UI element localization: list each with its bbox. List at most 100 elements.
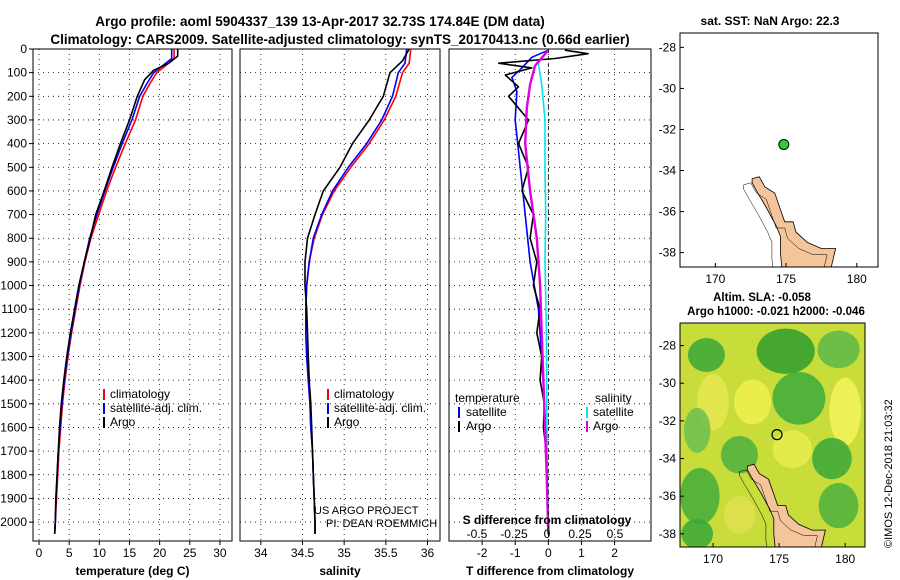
- plot-frame: [32, 48, 233, 542]
- sla-title: Altim. SLA: -0.058: [713, 292, 811, 304]
- y-tick-label: 1200: [0, 326, 27, 340]
- y-tick-label: 300: [7, 113, 27, 127]
- y-tick-label: 1700: [0, 444, 27, 458]
- sla-anomaly: [756, 328, 815, 374]
- y-tick-label: -28: [659, 40, 677, 54]
- x-tick-label: 34: [254, 546, 268, 560]
- x-axis-label: temperature (deg C): [75, 564, 189, 578]
- y-tick-label: -38: [659, 527, 677, 541]
- secondary-tick-label: -0.25: [500, 527, 528, 541]
- x-tick-label: 170: [703, 552, 723, 566]
- legend-label: satellite: [466, 405, 507, 419]
- y-tick-label: 1100: [1, 302, 27, 316]
- sla-anomaly: [680, 467, 720, 525]
- y-tick-label: -34: [659, 164, 677, 178]
- x-tick-label: 34.5: [291, 546, 315, 560]
- x-tick-label: -1: [510, 546, 521, 560]
- y-tick-label: 1000: [0, 279, 27, 293]
- y-tick-label: 1600: [0, 420, 27, 434]
- sla-anomaly: [818, 483, 859, 529]
- map-frame: [679, 322, 866, 548]
- x-tick-label: 170: [705, 272, 725, 286]
- series-line-argo: [53, 49, 179, 534]
- x-tick-label: 180: [847, 272, 867, 286]
- x-tick-label: 175: [776, 272, 796, 286]
- legend-label: satellite: [593, 405, 634, 419]
- map-content: [680, 323, 865, 547]
- x-tick-label: 30: [213, 546, 227, 560]
- y-tick-label: -30: [659, 376, 677, 390]
- sla-anomaly: [829, 377, 862, 446]
- title-line1: Argo profile: aoml 5904337_139 13-Apr-20…: [95, 14, 544, 29]
- y-tick-label: 400: [7, 137, 27, 151]
- secondary-tick-label: 0.5: [607, 527, 624, 541]
- sla-anomaly: [681, 518, 714, 547]
- sla-subtitle: Argo h1000: -0.021 h2000: -0.046: [687, 306, 865, 318]
- y-tick-label: 1300: [0, 350, 27, 364]
- map-content: [680, 33, 878, 267]
- y-tick-label: -34: [659, 452, 677, 466]
- map-title: sat. SST: NaN Argo: 22.3: [701, 14, 840, 28]
- x-tick-label: 0: [545, 546, 552, 560]
- sla-anomaly: [734, 379, 772, 425]
- x-tick-label: 2: [611, 546, 618, 560]
- x-tick-label: 15: [123, 546, 137, 560]
- x-tick-label: 35: [337, 546, 351, 560]
- legend-label: satellite-adj. clim.: [334, 401, 426, 415]
- sla-anomaly: [772, 430, 813, 468]
- y-tick-label: 1900: [0, 491, 27, 505]
- series-line-argo: [304, 48, 410, 534]
- y-tick-label: -32: [659, 414, 677, 428]
- y-tick-label: -36: [659, 205, 677, 219]
- credits-line2: PI: DEAN ROEMMICH: [326, 518, 437, 530]
- secondary-tick-label: 0.25: [568, 527, 592, 541]
- land-north-island: [747, 463, 826, 547]
- y-tick-label: 1500: [0, 397, 27, 411]
- y-tick-label: 100: [7, 66, 27, 80]
- x-tick-label: 0: [36, 546, 43, 560]
- x-axis-label: salinity: [319, 564, 361, 578]
- y-tick-label: 0: [20, 42, 27, 56]
- title-line2: Climatology: CARS2009. Satellite-adjuste…: [50, 32, 629, 47]
- sla-anomaly: [817, 330, 860, 369]
- legend-label: climatology: [110, 387, 170, 401]
- x-tick-label: 10: [93, 546, 107, 560]
- legend-title-salinity: salinity: [595, 391, 632, 405]
- y-tick-label: 200: [7, 89, 27, 103]
- salinity-panel: 34 34.5 35 35.5 36 salinity climatologysatelli…: [239, 48, 441, 578]
- sla-anomaly: [683, 407, 711, 453]
- y-tick-label: 1400: [0, 373, 27, 387]
- series-line-s-satellite: [537, 49, 550, 534]
- y-tick-label: 600: [7, 184, 27, 198]
- series-line-s-argo: [524, 49, 550, 534]
- x-tick-label: -2: [477, 546, 488, 560]
- y-tick-label: 2000: [0, 515, 27, 529]
- credits-line1: US ARGO PROJECT: [314, 505, 419, 517]
- legend-label: climatology: [334, 387, 394, 401]
- x-tick-label: 25: [183, 546, 197, 560]
- depth-contour: [739, 469, 818, 547]
- sla-anomaly: [812, 437, 852, 480]
- x-tick-label: 180: [835, 552, 855, 566]
- y-tick-label: -30: [659, 81, 677, 95]
- y-tick-label: 900: [7, 255, 27, 269]
- depth-contour: [743, 182, 828, 267]
- y-tick-label: -32: [659, 122, 677, 136]
- sla-anomaly: [772, 371, 826, 425]
- difference-panel: -2 -1 0 1 2 T difference from climatology temp…: [448, 48, 652, 578]
- x-tick-label: 20: [153, 546, 167, 560]
- x-tick-label: 36: [421, 546, 435, 560]
- legend-label: Argo: [593, 419, 619, 433]
- location-map: 170 175 180 -28 -30 -32 -34 -36 -38 sat. SST: NaN…: [659, 14, 879, 286]
- sla-map: 170 175 180 -28 -30 -32 -34 -36 -38 Altim. SLA: -…: [659, 292, 866, 566]
- y-tick-label: -28: [659, 339, 677, 353]
- x-tick-label: 175: [769, 552, 789, 566]
- sla-anomaly: [687, 338, 725, 372]
- x-tick-label: 1: [578, 546, 585, 560]
- map-frame: [679, 32, 879, 268]
- y-tick-label: -36: [659, 489, 677, 503]
- imos-timestamp: ©IMOS 12-Dec-2018 21:03:32: [883, 399, 895, 548]
- float-position-marker: [778, 138, 790, 150]
- temperature-panel: 0 5 10 15 20 25 30 temperature (deg C) 0 100 200 30…: [0, 42, 233, 578]
